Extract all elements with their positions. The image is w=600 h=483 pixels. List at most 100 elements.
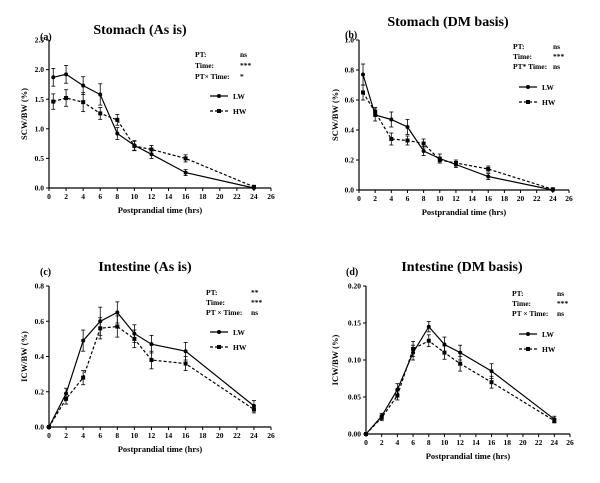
x-tick-label: 8 <box>115 192 119 201</box>
stat-value: ns <box>553 42 560 51</box>
data-point-LW <box>489 369 494 374</box>
x-tick-label: 12 <box>452 194 460 203</box>
chart-title: Stomach (As is) <box>93 23 187 38</box>
legend-label: LW <box>233 92 245 101</box>
data-point-HW <box>426 338 431 343</box>
x-tick-label: 6 <box>98 431 102 440</box>
panel-label: (a) <box>40 32 52 43</box>
stat-label: PT× Time: <box>195 72 230 81</box>
data-point-HW <box>395 393 400 398</box>
x-tick-label: 4 <box>389 194 393 203</box>
x-tick-label: 10 <box>131 431 139 440</box>
panel-label: (b) <box>345 30 357 41</box>
legend-marker-LW <box>217 330 221 334</box>
panel-label: (c) <box>40 267 51 278</box>
data-point-HW <box>115 117 120 122</box>
x-tick-label: 26 <box>565 194 573 203</box>
x-tick-label: 0 <box>364 438 368 447</box>
x-tick-label: 16 <box>484 194 492 203</box>
x-tick-label: 14 <box>472 438 480 447</box>
data-point-HW <box>149 358 154 363</box>
x-tick-label: 26 <box>267 431 275 440</box>
chart-title: Stomach (DM basis) <box>387 15 509 30</box>
x-tick-label: 10 <box>131 192 139 201</box>
x-tick-label: 2 <box>380 438 384 447</box>
y-axis-label: ICW/BW (%) <box>330 335 340 386</box>
chart-panel-0: Stomach (As is)(a)0 2 4 6 8 10 12 14 16 18 20 22 24 2… <box>19 23 275 215</box>
data-point-HW <box>361 90 366 95</box>
data-point-HW <box>64 396 69 401</box>
y-tick-label: 0.0 <box>35 184 45 193</box>
data-point-HW <box>149 147 154 152</box>
data-point-HW <box>373 110 378 114</box>
x-tick-label: 22 <box>533 194 541 203</box>
x-tick-label: 4 <box>396 438 400 447</box>
y-tick-label: 1.5 <box>35 95 45 104</box>
x-tick-label: 24 <box>551 438 559 447</box>
data-point-HW <box>453 161 458 165</box>
stat-label: PT: <box>512 289 524 298</box>
chart-panel-2: Intestine (As is)(c)0 2 4 6 8 10 12 14 16 18 20 22 2… <box>19 260 275 454</box>
x-tick-label: 20 <box>517 194 525 203</box>
data-point-LW <box>64 72 69 77</box>
legend-label: HW <box>233 107 247 116</box>
x-tick-label: 2 <box>64 431 68 440</box>
stat-label: PT: <box>513 42 525 51</box>
x-tick-label: 18 <box>503 438 511 447</box>
stat-label: PT × Time: <box>206 308 242 317</box>
stat-value: *** <box>557 299 569 308</box>
legend-marker-LW <box>526 332 530 336</box>
data-point-LW <box>115 310 120 315</box>
y-tick-label: 0.0 <box>35 423 45 432</box>
legend-label: HW <box>542 98 556 107</box>
x-tick-label: 20 <box>216 192 224 201</box>
data-point-LW <box>149 152 154 157</box>
x-tick-label: 18 <box>199 192 207 201</box>
stat-label: PT × Time: <box>512 309 548 318</box>
data-point-HW <box>183 361 188 366</box>
x-tick-label: 6 <box>98 192 102 201</box>
y-tick-label: 0.6 <box>345 96 355 105</box>
stat-value: * <box>240 72 244 81</box>
y-tick-label: 0.6 <box>35 317 45 326</box>
data-point-HW <box>47 425 51 429</box>
data-point-LW <box>426 324 431 329</box>
y-tick-label: 0.2 <box>345 156 355 165</box>
legend-marker-HW <box>217 345 221 349</box>
data-point-HW <box>64 96 69 101</box>
data-point-HW <box>81 375 86 380</box>
data-point-LW <box>395 387 400 392</box>
data-point-LW <box>389 117 394 122</box>
data-point-HW <box>132 336 137 341</box>
data-point-HW <box>81 100 86 105</box>
stat-value: ns <box>240 50 247 59</box>
y-axis-label: SCW/BW (%) <box>330 89 340 141</box>
legend-label: HW <box>233 343 247 352</box>
x-tick-label: 2 <box>64 192 68 201</box>
chart-title: Intestine (DM basis) <box>401 260 523 275</box>
chart-panel-3: Intestine (DM basis)(d)0 2 4 6 8 10 12 14 16 18 20… <box>330 260 574 461</box>
y-tick-label: 1.0 <box>35 124 45 133</box>
x-tick-label: 4 <box>81 192 85 201</box>
legend-marker-LW <box>217 94 221 98</box>
y-tick-label: 0.0 <box>345 186 355 195</box>
data-point-HW <box>552 418 557 423</box>
y-tick-label: 0.4 <box>35 352 45 361</box>
stat-value: *** <box>240 61 252 70</box>
data-point-HW <box>389 137 394 141</box>
y-tick-label: 0.05 <box>348 393 361 402</box>
x-tick-label: 20 <box>519 438 527 447</box>
legend-label: HW <box>542 345 556 354</box>
stat-value: ns <box>557 309 564 318</box>
x-tick-label: 10 <box>436 194 444 203</box>
data-point-HW <box>442 350 447 355</box>
data-point-HW <box>51 99 56 104</box>
x-tick-label: 24 <box>549 194 557 203</box>
x-tick-label: 18 <box>199 431 207 440</box>
x-tick-label: 14 <box>468 194 476 203</box>
stat-value: ns <box>251 308 258 317</box>
data-point-HW <box>251 184 256 189</box>
panel-label: (d) <box>346 267 358 278</box>
data-point-HW <box>550 187 555 192</box>
x-tick-label: 18 <box>501 194 509 203</box>
